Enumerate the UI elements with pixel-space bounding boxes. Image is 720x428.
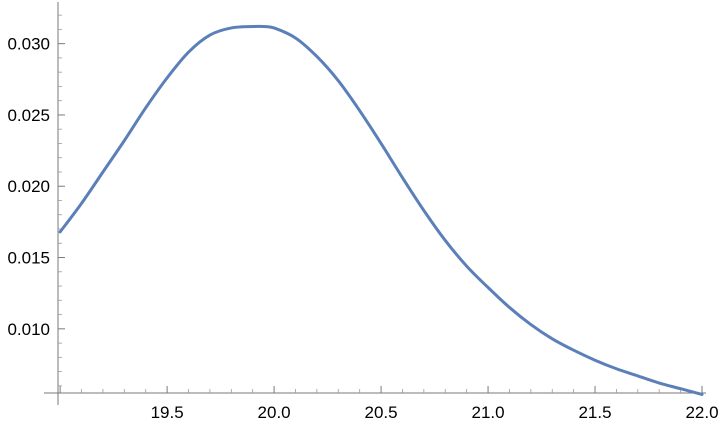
x-tick-label: 19.5 — [151, 403, 184, 422]
axes — [44, 2, 706, 405]
x-tick-label: 22.0 — [685, 403, 718, 422]
series-line — [58, 24, 704, 396]
y-tick-label: 0.020 — [7, 177, 50, 196]
x-tick-label: 21.5 — [578, 403, 611, 422]
y-tick-label: 0.015 — [7, 249, 50, 268]
x-tick-label: 20.5 — [365, 403, 398, 422]
x-tick-label: 21.0 — [471, 403, 504, 422]
y-tick-label: 0.010 — [7, 320, 50, 339]
y-tick-label: 0.025 — [7, 106, 50, 125]
tick-labels: 19.5 20.0 20.5 21.0 21.5 22.0 0.010 0.015 0.020 0… — [7, 35, 718, 422]
x-tick-label: 20.0 — [258, 403, 291, 422]
axis-ticks — [58, 14, 703, 393]
y-tick-label: 0.030 — [7, 35, 50, 54]
